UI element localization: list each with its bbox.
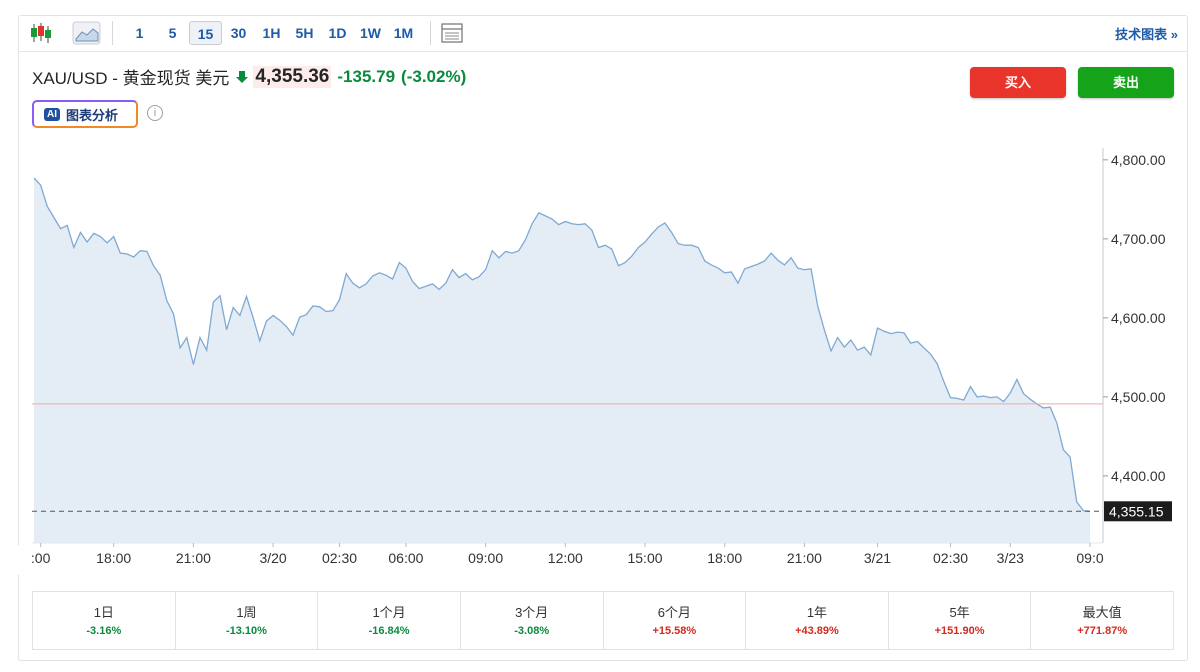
current-price-box: [1104, 501, 1172, 522]
x-tick-label: 18:00: [96, 550, 131, 566]
period-label: 1周: [236, 605, 257, 620]
ai-badge: AI: [44, 107, 60, 121]
info-icon[interactable]: i: [147, 105, 163, 121]
period-label: 5年: [949, 605, 970, 620]
ai-analysis-button[interactable]: AI 图表分析: [32, 100, 138, 128]
last-price: 4,355.36: [253, 65, 332, 88]
y-tick-label: 4,700.00: [1111, 231, 1166, 247]
interval-button[interactable]: 15: [189, 21, 222, 45]
period-change: +15.58%: [652, 625, 697, 637]
period-change: +43.89%: [795, 625, 839, 637]
x-tick-label: 02:30: [322, 550, 357, 566]
x-tick-label: 21:00: [787, 550, 822, 566]
x-tick-label: 3/21: [864, 550, 891, 566]
x-tick-label: :00: [31, 550, 51, 566]
candle-icon[interactable]: [28, 21, 68, 45]
performance-table: 1日 -3.16% 1周 -13.10% 1个月 -16.84% 3个月 -3.08% 6个月 +…: [32, 591, 1174, 650]
period-label: 3个月: [515, 605, 549, 620]
interval-button[interactable]: 30: [230, 25, 247, 41]
down-arrow: [236, 70, 249, 83]
interval-button[interactable]: 5H: [295, 25, 314, 41]
x-tick-label: 09:0: [1076, 550, 1103, 566]
interval-button[interactable]: 1W: [360, 25, 381, 41]
x-tick-label: 3/23: [997, 550, 1024, 566]
performance-cell[interactable]: 1年 +43.89%: [746, 592, 889, 649]
performance-cell[interactable]: 1个月 -16.84%: [318, 592, 461, 649]
period-change: -16.84%: [368, 625, 410, 637]
y-tick-label: 4,500.00: [1111, 389, 1166, 405]
layout-icon[interactable]: [441, 22, 463, 44]
performance-cell[interactable]: 6个月 +15.58%: [604, 592, 747, 649]
period-change: -13.10%: [225, 625, 267, 637]
x-tick-label: 21:00: [176, 550, 211, 566]
price-change: -135.79: [337, 66, 396, 86]
quote-header: XAU/USD - 黄金现货 美元 4,355.36 -135.79 (-3.0…: [32, 64, 466, 89]
x-tick-label: 09:00: [468, 550, 503, 566]
performance-cell[interactable]: 1日 -3.16%: [33, 592, 176, 649]
price-change-percent: (-3.02%): [401, 66, 467, 86]
y-tick-label: 4,800.00: [1111, 152, 1166, 168]
period-change: -3.16%: [86, 625, 122, 637]
interval-button[interactable]: 1: [135, 25, 144, 41]
ai-label: 图表分析: [66, 107, 119, 123]
separator: [430, 21, 431, 45]
interval-button[interactable]: 1D: [328, 25, 347, 41]
separator: [112, 21, 113, 45]
toolbar: 1 5 15 30 1H 5H 1D 1W 1M 技术图表 »: [18, 15, 1188, 52]
chart: 英为财情Investing.com4,400.004,500.004,600.0…: [0, 148, 1172, 575]
sell-button[interactable]: 卖出: [1078, 67, 1174, 98]
x-tick-label: 12:00: [548, 550, 583, 566]
price-line: [33, 177, 1091, 512]
technical-chart-link[interactable]: 技术图表 »: [1115, 27, 1178, 42]
x-tick-label: 18:00: [707, 550, 742, 566]
period-change: +151.90%: [934, 625, 985, 637]
period-label: 1日: [93, 605, 114, 620]
interval-button[interactable]: 5: [168, 25, 177, 41]
widget-card: [18, 15, 1188, 661]
period-label: 6个月: [657, 605, 691, 620]
period-change: +771.87%: [1077, 625, 1128, 637]
x-tick-label: 02:30: [933, 550, 968, 566]
period-label: 1年: [806, 605, 828, 620]
buy-button[interactable]: 买入: [970, 67, 1066, 98]
performance-cell[interactable]: 最大值 +771.87%: [1031, 592, 1173, 649]
current-price-label: 4,355.15: [1109, 503, 1164, 519]
performance-cell[interactable]: 5年 +151.90%: [889, 592, 1032, 649]
period-change: -3.08%: [514, 625, 550, 637]
interval-button[interactable]: 1H: [262, 25, 281, 41]
performance-cell[interactable]: 3个月 -3.08%: [461, 592, 604, 649]
y-tick-label: 4,600.00: [1111, 310, 1166, 326]
period-label: 1个月: [372, 605, 406, 620]
interval-list: 1 5 15 30 1H 5H 1D 1W 1M: [123, 21, 420, 45]
x-tick-label: 15:00: [627, 550, 662, 566]
area-icon[interactable]: [72, 21, 102, 45]
instrument-title: XAU/USD - 黄金现货 美元: [32, 69, 230, 88]
left-mask: [0, 545, 31, 575]
y-tick-label: 4,400.00: [1111, 468, 1166, 484]
x-tick-label: 06:00: [388, 550, 423, 566]
x-tick-label: 3/20: [259, 550, 286, 566]
interval-button[interactable]: 1M: [393, 25, 414, 41]
performance-cell[interactable]: 1周 -13.10%: [176, 592, 319, 649]
period-label: 最大值: [1082, 605, 1122, 620]
area-fill: [34, 178, 1090, 543]
